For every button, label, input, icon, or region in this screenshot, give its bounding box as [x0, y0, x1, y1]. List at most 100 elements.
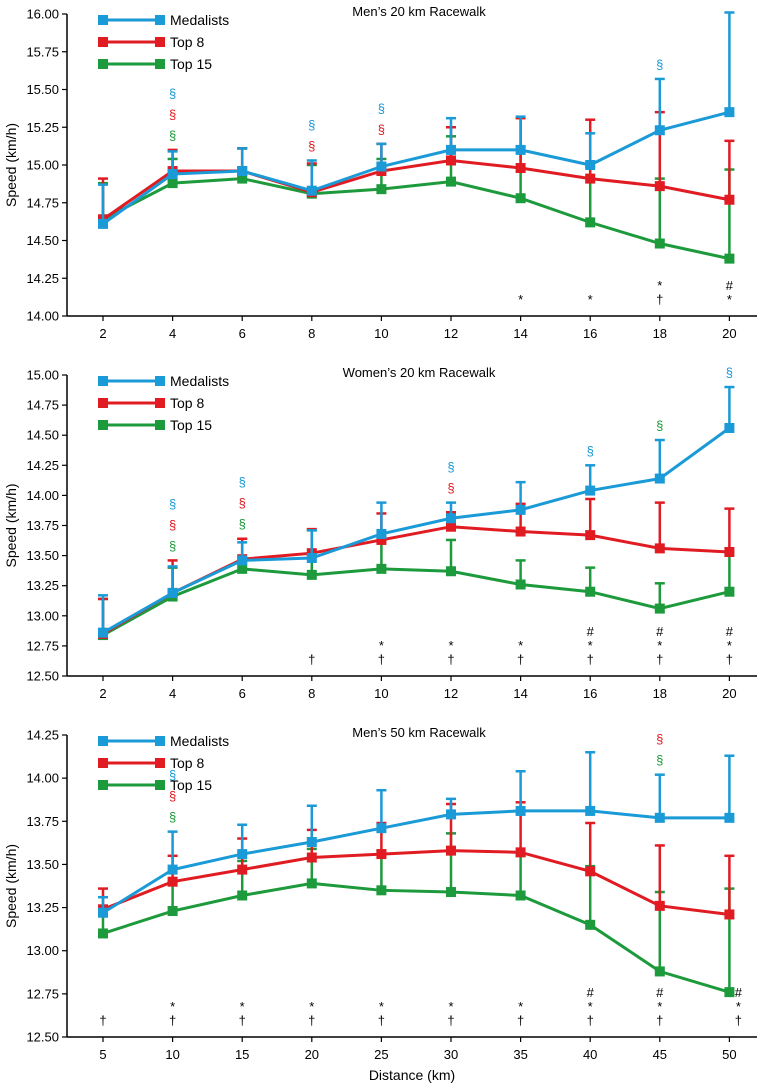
- chart-title: Women’s 20 km Racewalk: [343, 365, 496, 380]
- data-point-top-8: [654, 900, 665, 911]
- significance-mark: §: [656, 732, 663, 747]
- y-tick-label: 15.25: [26, 120, 59, 135]
- data-point-medalists: [585, 485, 596, 496]
- x-tick-label: 50: [722, 1047, 736, 1062]
- significance-mark: §: [169, 768, 176, 783]
- data-point-top-8: [446, 845, 456, 856]
- data-point-top-8: [654, 181, 665, 192]
- data-point-top-15: [376, 885, 387, 896]
- significance-mark: §: [169, 789, 176, 804]
- legend-marker-medalists: [98, 15, 108, 25]
- x-tick-label: 18: [653, 326, 667, 341]
- legend-marker-medalists: [155, 736, 165, 746]
- significance-mark: §: [169, 86, 176, 101]
- significance-mark: #: [587, 985, 595, 1000]
- y-tick-label: 13.25: [26, 900, 59, 915]
- significance-mark: §: [656, 753, 663, 768]
- significance-mark: §: [308, 138, 315, 153]
- data-point-top-15: [306, 569, 317, 580]
- significance-mark: §: [169, 496, 176, 511]
- data-point-top-8: [724, 194, 735, 205]
- significance-mark: *: [170, 999, 175, 1014]
- significance-mark: †: [447, 652, 454, 667]
- legend-label: Top 8: [170, 34, 204, 50]
- data-point-top-8: [376, 534, 387, 545]
- data-point-medalists: [515, 144, 526, 155]
- significance-mark: §: [169, 538, 176, 553]
- data-point-medalists: [306, 553, 317, 564]
- significance-mark: #: [726, 624, 734, 639]
- significance-mark: §: [447, 481, 454, 496]
- data-point-top-15: [98, 928, 108, 939]
- legend-marker-top-8: [155, 398, 165, 408]
- significance-mark: #: [735, 985, 743, 1000]
- data-point-medalists: [376, 528, 387, 539]
- legend-marker-top-8: [155, 37, 165, 47]
- y-tick-label: 12.50: [26, 1030, 59, 1045]
- x-tick-label: 4: [169, 326, 176, 341]
- legend-marker-medalists: [98, 376, 108, 386]
- y-tick-label: 12.50: [26, 669, 59, 684]
- legend-marker-medalists: [155, 15, 165, 25]
- significance-mark: †: [587, 1013, 594, 1028]
- legend-label: Top 15: [170, 56, 212, 72]
- y-tick-label: 12.75: [26, 986, 59, 1001]
- y-tick-label: 13.00: [26, 943, 59, 958]
- significance-mark: #: [656, 624, 664, 639]
- data-point-top-15: [654, 603, 665, 614]
- significance-mark: *: [518, 638, 523, 653]
- significance-mark: *: [379, 999, 384, 1014]
- x-tick-label: 12: [444, 326, 458, 341]
- data-point-top-8: [376, 849, 387, 860]
- data-point-top-8: [237, 864, 248, 875]
- significance-mark: #: [656, 985, 664, 1000]
- data-point-medalists: [237, 849, 248, 860]
- data-point-top-15: [446, 887, 456, 898]
- data-point-medalists: [585, 160, 596, 170]
- legend-marker-top-15: [98, 780, 108, 790]
- legend-label: Medalists: [170, 373, 229, 389]
- significance-mark: †: [99, 1013, 106, 1028]
- x-tick-label: 6: [239, 326, 246, 341]
- significance-mark: §: [656, 418, 663, 433]
- data-point-medalists: [446, 809, 456, 820]
- series-line-top-8: [102, 849, 730, 916]
- data-point-top-15: [237, 890, 248, 901]
- data-point-top-15: [724, 253, 735, 264]
- y-tick-label: 14.25: [26, 728, 59, 743]
- legend-marker-top-15: [155, 420, 165, 430]
- significance-mark: *: [518, 292, 523, 307]
- legend-label: Top 8: [170, 755, 204, 771]
- y-tick-label: 14.00: [26, 488, 59, 503]
- data-point-medalists: [167, 587, 178, 598]
- significance-mark: §: [169, 517, 176, 532]
- data-point-top-15: [654, 966, 665, 977]
- data-point-medalists: [724, 107, 735, 118]
- y-tick-label: 14.75: [26, 398, 59, 413]
- significance-mark: §: [169, 810, 176, 825]
- y-tick-label: 15.75: [26, 44, 59, 59]
- data-point-top-8: [585, 173, 596, 184]
- x-tick-label: 10: [374, 686, 388, 701]
- significance-mark: *: [727, 292, 732, 307]
- data-point-top-15: [724, 586, 735, 597]
- data-point-top-15: [376, 563, 387, 574]
- y-tick-label: 14.25: [26, 458, 59, 473]
- significance-mark: *: [657, 638, 662, 653]
- significance-mark: †: [517, 652, 524, 667]
- data-point-top-15: [446, 176, 456, 187]
- data-point-top-15: [167, 906, 178, 917]
- y-axis-label: Speed (km/h): [3, 844, 19, 928]
- x-tick-label: 14: [513, 326, 527, 341]
- significance-mark: *: [727, 638, 732, 653]
- significance-mark: §: [378, 101, 385, 116]
- legend-marker-top-15: [155, 59, 165, 69]
- y-tick-label: 14.00: [26, 771, 59, 786]
- data-point-top-15: [515, 193, 526, 204]
- legend-label: Top 8: [170, 395, 204, 411]
- x-tick-label: 15: [235, 1047, 249, 1062]
- data-point-top-15: [376, 184, 387, 195]
- data-point-medalists: [724, 812, 735, 823]
- significance-mark: §: [656, 57, 663, 72]
- significance-mark: †: [726, 652, 733, 667]
